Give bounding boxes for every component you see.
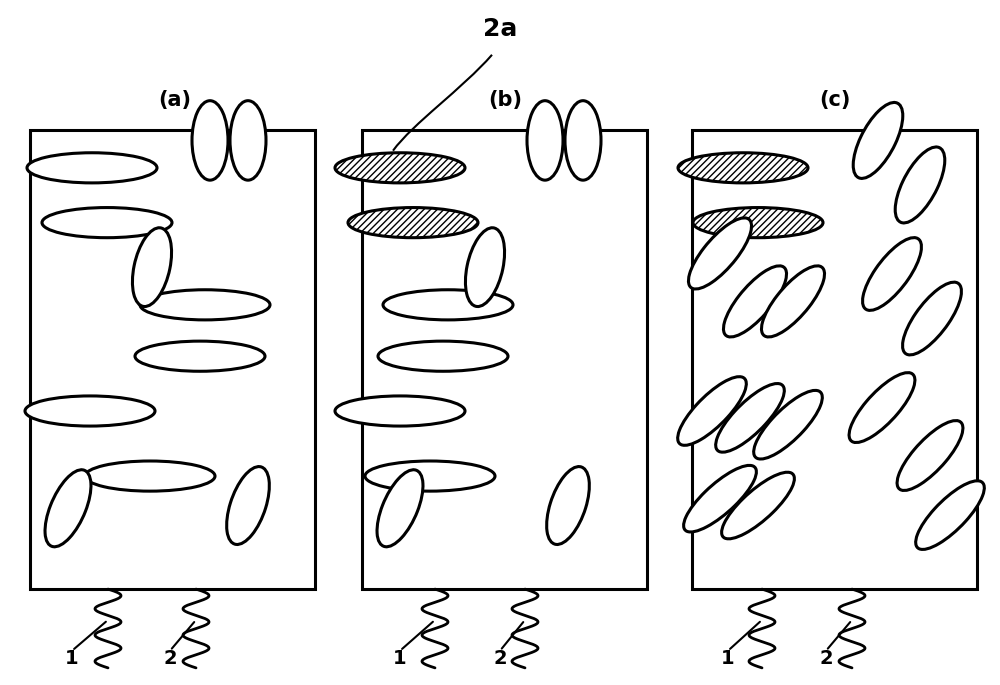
- Ellipse shape: [135, 341, 265, 371]
- Ellipse shape: [716, 384, 784, 452]
- Ellipse shape: [916, 481, 984, 549]
- Text: 1: 1: [721, 649, 735, 669]
- Ellipse shape: [761, 266, 825, 337]
- Text: 2a: 2a: [483, 17, 517, 41]
- Ellipse shape: [722, 472, 794, 539]
- Ellipse shape: [678, 153, 808, 183]
- Ellipse shape: [85, 461, 215, 491]
- Ellipse shape: [547, 466, 589, 545]
- Text: (c): (c): [819, 90, 851, 110]
- Ellipse shape: [903, 282, 961, 355]
- Ellipse shape: [348, 208, 478, 238]
- Text: (a): (a): [158, 90, 192, 110]
- Ellipse shape: [227, 466, 269, 545]
- Ellipse shape: [723, 266, 787, 337]
- Ellipse shape: [365, 461, 495, 491]
- Text: 2: 2: [819, 649, 833, 669]
- Ellipse shape: [45, 470, 91, 547]
- Ellipse shape: [678, 377, 746, 445]
- Text: 2: 2: [493, 649, 507, 669]
- Ellipse shape: [230, 101, 266, 180]
- Text: 1: 1: [393, 649, 407, 669]
- Ellipse shape: [897, 421, 963, 490]
- Bar: [30, 130, 315, 589]
- Ellipse shape: [27, 153, 157, 183]
- Text: (b): (b): [488, 90, 522, 110]
- Ellipse shape: [849, 373, 915, 443]
- Ellipse shape: [335, 153, 465, 183]
- Text: 2: 2: [163, 649, 177, 669]
- Ellipse shape: [25, 396, 155, 426]
- Ellipse shape: [527, 101, 563, 180]
- Ellipse shape: [140, 290, 270, 320]
- Ellipse shape: [42, 208, 172, 238]
- Ellipse shape: [465, 228, 505, 306]
- Bar: [362, 130, 647, 589]
- Ellipse shape: [383, 290, 513, 320]
- Ellipse shape: [684, 465, 756, 532]
- Ellipse shape: [754, 390, 822, 459]
- Ellipse shape: [132, 228, 172, 306]
- Ellipse shape: [565, 101, 601, 180]
- Ellipse shape: [688, 218, 752, 289]
- Bar: [692, 130, 977, 589]
- Ellipse shape: [863, 238, 921, 310]
- Ellipse shape: [378, 341, 508, 371]
- Ellipse shape: [853, 103, 903, 178]
- Ellipse shape: [377, 470, 423, 547]
- Text: 1: 1: [65, 649, 79, 669]
- Ellipse shape: [192, 101, 228, 180]
- Ellipse shape: [895, 147, 945, 223]
- Ellipse shape: [693, 208, 823, 238]
- Ellipse shape: [335, 396, 465, 426]
